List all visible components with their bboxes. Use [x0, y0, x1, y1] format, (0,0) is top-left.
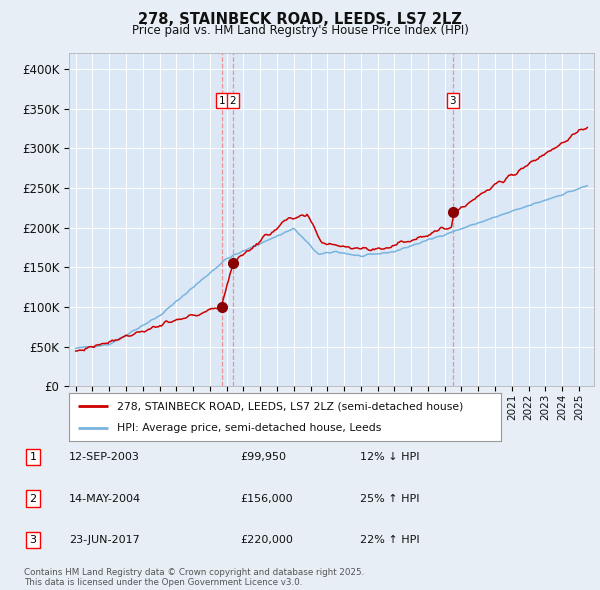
Text: Contains HM Land Registry data © Crown copyright and database right 2025.: Contains HM Land Registry data © Crown c… — [24, 568, 364, 576]
Text: £156,000: £156,000 — [240, 494, 293, 503]
Text: 2: 2 — [230, 96, 236, 106]
Text: 12-SEP-2003: 12-SEP-2003 — [69, 453, 140, 462]
Text: 1: 1 — [29, 453, 37, 462]
Text: 25% ↑ HPI: 25% ↑ HPI — [360, 494, 419, 503]
Text: 14-MAY-2004: 14-MAY-2004 — [69, 494, 141, 503]
Text: 3: 3 — [449, 96, 456, 106]
Text: £99,950: £99,950 — [240, 453, 286, 462]
Text: This data is licensed under the Open Government Licence v3.0.: This data is licensed under the Open Gov… — [24, 578, 302, 587]
Text: HPI: Average price, semi-detached house, Leeds: HPI: Average price, semi-detached house,… — [116, 423, 381, 433]
Text: 278, STAINBECK ROAD, LEEDS, LS7 2LZ (semi-detached house): 278, STAINBECK ROAD, LEEDS, LS7 2LZ (sem… — [116, 401, 463, 411]
Text: Price paid vs. HM Land Registry's House Price Index (HPI): Price paid vs. HM Land Registry's House … — [131, 24, 469, 37]
Text: 12% ↓ HPI: 12% ↓ HPI — [360, 453, 419, 462]
Text: £220,000: £220,000 — [240, 535, 293, 545]
Text: 22% ↑ HPI: 22% ↑ HPI — [360, 535, 419, 545]
Text: 278, STAINBECK ROAD, LEEDS, LS7 2LZ: 278, STAINBECK ROAD, LEEDS, LS7 2LZ — [138, 12, 462, 27]
Text: 23-JUN-2017: 23-JUN-2017 — [69, 535, 140, 545]
Text: 3: 3 — [29, 535, 37, 545]
Text: 2: 2 — [29, 494, 37, 503]
Text: 1: 1 — [218, 96, 225, 106]
